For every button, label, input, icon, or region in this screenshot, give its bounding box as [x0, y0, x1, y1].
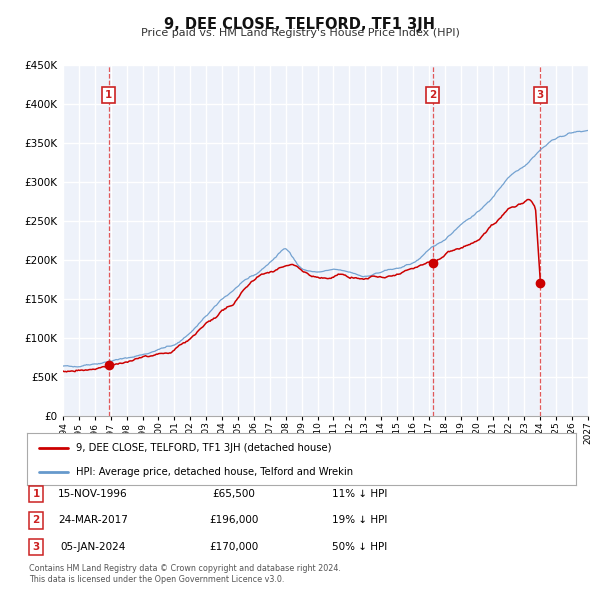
- Text: 19% ↓ HPI: 19% ↓ HPI: [332, 516, 388, 525]
- Text: 2: 2: [32, 516, 40, 525]
- Text: 15-NOV-1996: 15-NOV-1996: [58, 489, 128, 499]
- Text: This data is licensed under the Open Government Licence v3.0.: This data is licensed under the Open Gov…: [29, 575, 284, 584]
- Text: 3: 3: [537, 90, 544, 100]
- Text: 50% ↓ HPI: 50% ↓ HPI: [332, 542, 388, 552]
- Text: HPI: Average price, detached house, Telford and Wrekin: HPI: Average price, detached house, Telf…: [76, 467, 353, 477]
- Text: 3: 3: [32, 542, 40, 552]
- Text: 9, DEE CLOSE, TELFORD, TF1 3JH: 9, DEE CLOSE, TELFORD, TF1 3JH: [164, 17, 436, 31]
- Text: 9, DEE CLOSE, TELFORD, TF1 3JH (detached house): 9, DEE CLOSE, TELFORD, TF1 3JH (detached…: [76, 442, 332, 453]
- Text: £170,000: £170,000: [209, 542, 259, 552]
- Text: 11% ↓ HPI: 11% ↓ HPI: [332, 489, 388, 499]
- Text: Price paid vs. HM Land Registry's House Price Index (HPI): Price paid vs. HM Land Registry's House …: [140, 28, 460, 38]
- Text: 2: 2: [429, 90, 436, 100]
- Text: £65,500: £65,500: [212, 489, 256, 499]
- Text: 05-JAN-2024: 05-JAN-2024: [61, 542, 125, 552]
- Text: £196,000: £196,000: [209, 516, 259, 525]
- Text: 24-MAR-2017: 24-MAR-2017: [58, 516, 128, 525]
- Text: 1: 1: [105, 90, 112, 100]
- Text: 1: 1: [32, 489, 40, 499]
- Text: Contains HM Land Registry data © Crown copyright and database right 2024.: Contains HM Land Registry data © Crown c…: [29, 565, 341, 573]
